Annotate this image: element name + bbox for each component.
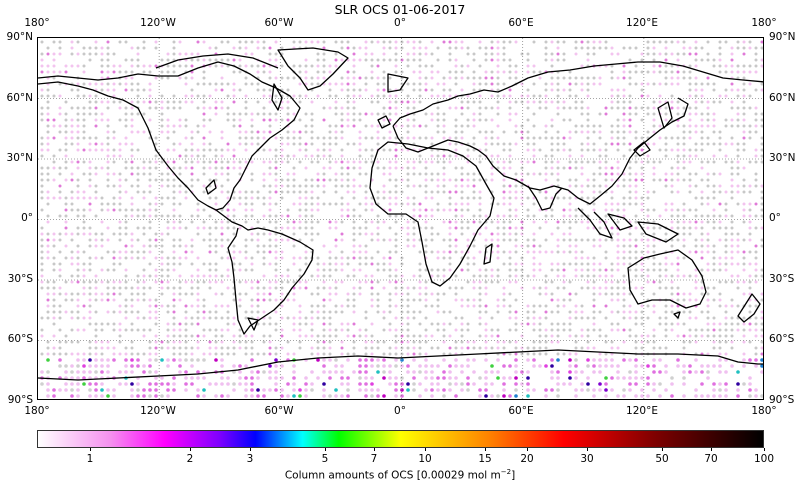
colorbar-tick-mark: [662, 448, 663, 451]
lat-label: 60°N: [6, 92, 33, 104]
lon-label: 0°: [394, 17, 406, 29]
lat-label: 90°N: [6, 31, 33, 43]
lat-label: 90°N: [769, 31, 796, 43]
graticule-lines: [38, 38, 763, 399]
lon-label: 120°E: [626, 17, 658, 29]
world-map-plot: [37, 37, 764, 400]
lon-label: 60°W: [264, 405, 294, 417]
colorbar-tick-label: 30: [580, 453, 594, 465]
colorbar-tick-label: 3: [246, 453, 254, 465]
colorbar-tick-mark: [485, 448, 486, 451]
lon-label: 180°: [24, 17, 50, 29]
colorbar-tick-label: 50: [655, 453, 669, 465]
colorbar-tick-mark: [90, 448, 91, 451]
lon-label: 60°W: [264, 17, 294, 29]
colorbar-tick-mark: [587, 448, 588, 451]
colorbar-tick-label: 15: [478, 453, 492, 465]
lat-label: 30°N: [6, 152, 33, 164]
lon-label: 120°W: [140, 17, 176, 29]
colorbar-tick-label: 20: [520, 453, 534, 465]
lon-label: 60°E: [508, 405, 534, 417]
chart-title: SLR OCS 01-06-2017: [334, 2, 466, 17]
lat-label: 30°S: [7, 273, 33, 285]
lat-label: 0°: [21, 212, 33, 224]
colorbar-tick-label: 1: [86, 453, 94, 465]
colorbar-label: Column amounts of OCS [0.00029 mol m−2]: [284, 468, 516, 482]
lon-label: 0°: [394, 405, 406, 417]
lat-label: 90°S: [7, 394, 33, 406]
colorbar-tick-label: 2: [186, 453, 194, 465]
colorbar-tick-mark: [190, 448, 191, 451]
colorbar-tick-mark: [374, 448, 375, 451]
lon-label: 120°W: [140, 405, 176, 417]
lat-label: 60°S: [769, 333, 795, 345]
colorbar: [37, 430, 764, 448]
colorbar-tick-mark: [325, 448, 326, 451]
lat-label: 90°S: [769, 394, 795, 406]
colorbar-tick-mark: [425, 448, 426, 451]
colorbar-tick-mark: [764, 448, 765, 451]
colorbar-tick-label: 5: [321, 453, 329, 465]
colorbar-tick-label: 10: [418, 453, 432, 465]
colorbar-tick-label: 7: [370, 453, 378, 465]
lat-label: 0°: [769, 212, 781, 224]
lon-label: 180°: [24, 405, 50, 417]
lon-label: 60°E: [508, 17, 534, 29]
colorbar-tick-mark: [711, 448, 712, 451]
colorbar-tick-mark: [527, 448, 528, 451]
lat-label: 60°N: [769, 92, 796, 104]
lat-label: 30°N: [769, 152, 796, 164]
lon-label: 180°: [751, 405, 777, 417]
colorbar-tick-label: 70: [704, 453, 718, 465]
coastlines: [38, 47, 763, 381]
lat-label: 60°S: [7, 333, 33, 345]
lon-label: 120°E: [626, 405, 658, 417]
ocs-data-points: [40, 40, 763, 398]
colorbar-tick-label: 100: [753, 453, 775, 465]
lon-label: 180°: [751, 17, 777, 29]
colorbar-tick-mark: [250, 448, 251, 451]
lat-label: 30°S: [769, 273, 795, 285]
